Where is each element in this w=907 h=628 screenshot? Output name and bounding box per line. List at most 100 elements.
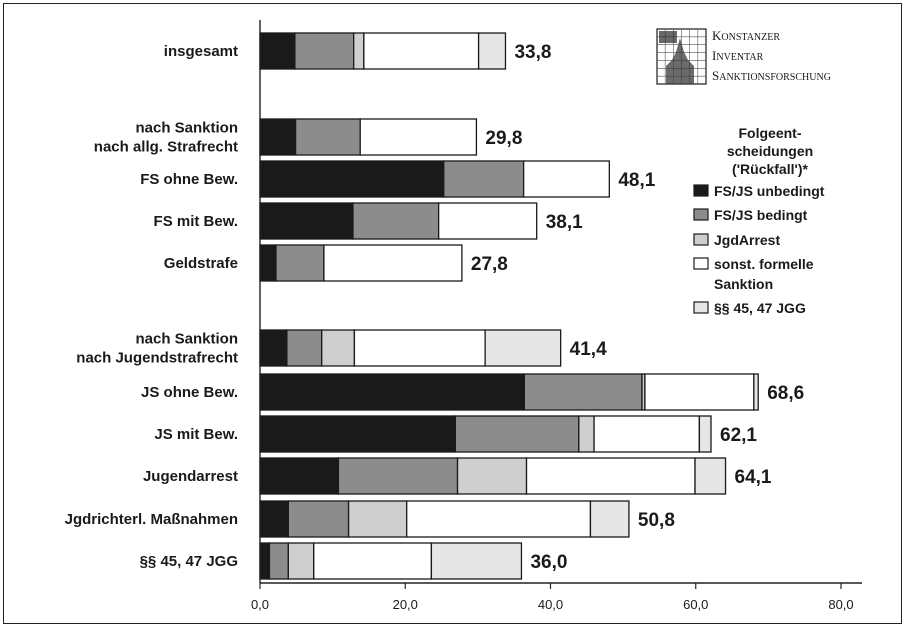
bar-segment (353, 32, 365, 70)
bar-segment (287, 542, 315, 580)
bar-segment (694, 457, 727, 495)
bar-segment (454, 415, 580, 453)
bar-segment (363, 32, 480, 70)
total-labels: 33,8 29,8 48,1 38,1 27,8 41,4 68,6 62,1 64,1 50,8… (471, 42, 804, 573)
category-label: Jugendarrest (143, 468, 238, 485)
category-label: nach allg. Strafrecht (94, 139, 238, 156)
bar-segment (275, 244, 325, 282)
legend-swatch (693, 184, 709, 197)
bar-segment (259, 160, 445, 198)
bar-total-label: 68,6 (767, 383, 804, 404)
legend-swatch (693, 233, 709, 246)
bar-segment (456, 457, 528, 495)
bar-segment (259, 118, 297, 156)
category-label: JS ohne Bew. (141, 384, 238, 401)
bar-segment (259, 457, 340, 495)
bars-layer (259, 32, 759, 580)
logo-text: KONSTANZER (712, 28, 780, 43)
legend-swatch (693, 257, 709, 270)
bar-segment (578, 415, 595, 453)
bar-total-label: 33,8 (514, 42, 551, 63)
bar-segment (359, 118, 478, 156)
legend-label: §§ 45, 47 JGG (714, 300, 806, 316)
bar-segment (259, 542, 271, 580)
bar-segment (259, 202, 354, 240)
category-labels: insgesamt nach Sanktion nach allg. Strafre… (65, 43, 238, 570)
bar-total-label: 27,8 (471, 254, 508, 275)
legend-swatch (693, 301, 709, 314)
logo-building-icon (666, 38, 694, 84)
category-label: insgesamt (164, 43, 238, 60)
x-tick-label: 40,0 (538, 597, 563, 612)
legend-label: sonst. formelle (714, 256, 814, 272)
bar-segment (438, 202, 538, 240)
category-label: nach Jugendstrafrecht (76, 350, 238, 367)
bar-segment (430, 542, 523, 580)
bar-total-label: 38,1 (546, 212, 583, 233)
bar-segment (259, 415, 457, 453)
bar-segment (477, 32, 507, 70)
bar-segment (259, 500, 289, 538)
legend-title: scheidungen (727, 143, 813, 159)
category-label: Jgdrichterl. Maßnahmen (65, 511, 238, 528)
legend-title: ('Rückfall')* (732, 161, 808, 177)
category-label: FS ohne Bew. (140, 171, 238, 188)
bar-total-label: 29,8 (485, 128, 522, 149)
x-tick-label: 20,0 (393, 597, 418, 612)
x-tick-label: 80,0 (828, 597, 853, 612)
category-label: Geldstrafe (164, 255, 238, 272)
bar-total-label: 62,1 (720, 425, 757, 446)
legend-label: Sanktion (714, 276, 773, 292)
legend-label: FS/JS unbedingt (714, 183, 825, 199)
bar-total-label: 50,8 (638, 510, 675, 531)
legend-label: JgdArrest (714, 232, 780, 248)
bar-segment (698, 415, 712, 453)
bar-segment (525, 457, 696, 495)
bar-segment (589, 500, 630, 538)
bar-segment (353, 329, 486, 367)
bar-segment (522, 160, 610, 198)
bar-total-label: 41,4 (570, 339, 607, 360)
bar-segment (443, 160, 525, 198)
bar-segment (259, 329, 288, 367)
bar-segment (286, 329, 323, 367)
bar-total-label: 48,1 (618, 170, 655, 191)
figure-frame (3, 3, 902, 624)
logo-text: SANKTIONSFORSCHUNG (712, 68, 831, 83)
logo-block-icon (659, 31, 677, 43)
bar-segment (323, 244, 463, 282)
category-label: nach Sanktion (135, 331, 238, 348)
bar-total-label: 36,0 (530, 552, 567, 573)
category-label: FS mit Bew. (154, 213, 238, 230)
bar-segment (523, 373, 643, 411)
bar-segment (259, 373, 526, 411)
bar-segment (352, 202, 440, 240)
legend: Folgeent-scheidungen ('Rückfall')* FS/JS u… (693, 125, 825, 316)
legend-swatch (693, 208, 709, 221)
axes-layer: 0,0 20,0 40,0 60,0 80,0 (251, 20, 862, 612)
bar-segment (268, 542, 289, 580)
bar-segment (347, 500, 408, 538)
bar-segment (259, 32, 296, 70)
legend-label: FS/JS bedingt (714, 207, 808, 223)
bar-segment (321, 329, 356, 367)
category-label: JS mit Bew. (154, 426, 238, 443)
logo-text: INVENTAR (712, 48, 764, 63)
category-label: nach Sanktion (135, 120, 238, 137)
bar-segment (593, 415, 701, 453)
category-label: §§ 45, 47 JGG (140, 553, 238, 570)
bar-segment (644, 373, 755, 411)
bar-segment (259, 244, 277, 282)
x-tick-label: 0,0 (251, 597, 269, 612)
bar-segment (287, 500, 350, 538)
bar-segment (313, 542, 433, 580)
legend-title: Folgeent- (739, 125, 802, 141)
x-tick-label: 60,0 (683, 597, 708, 612)
bar-segment (294, 118, 361, 156)
bar-total-label: 64,1 (735, 467, 772, 488)
bar-segment (406, 500, 592, 538)
bar-segment (484, 329, 562, 367)
bar-segment (294, 32, 355, 70)
kis-logo: KONSTANZER INVENTAR SANKTIONSFORSCHUNG (656, 28, 831, 85)
